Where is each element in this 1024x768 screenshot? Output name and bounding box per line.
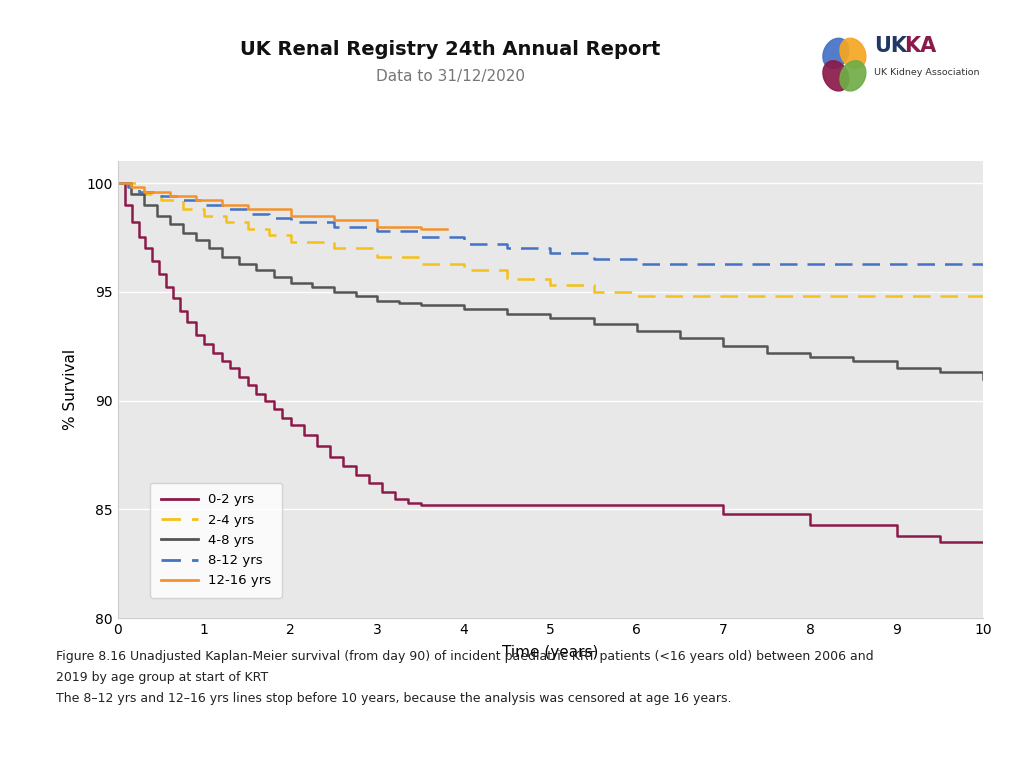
Ellipse shape	[840, 61, 866, 91]
Text: UK Kidney Association: UK Kidney Association	[873, 68, 979, 77]
Text: Figure 8.16 Unadjusted Kaplan-Meier survival (from day 90) of incident paediatri: Figure 8.16 Unadjusted Kaplan-Meier surv…	[56, 650, 873, 663]
Y-axis label: % Survival: % Survival	[63, 349, 78, 430]
Ellipse shape	[823, 61, 849, 91]
Text: UK Renal Registry 24th Annual Report: UK Renal Registry 24th Annual Report	[241, 41, 660, 59]
Ellipse shape	[840, 38, 866, 68]
X-axis label: Time (years): Time (years)	[502, 645, 599, 660]
Legend: 0-2 yrs, 2-4 yrs, 4-8 yrs, 8-12 yrs, 12-16 yrs: 0-2 yrs, 2-4 yrs, 4-8 yrs, 8-12 yrs, 12-…	[151, 483, 282, 598]
Text: Data to 31/12/2020: Data to 31/12/2020	[376, 69, 525, 84]
Text: The 8–12 yrs and 12–16 yrs lines stop before 10 years, because the analysis was : The 8–12 yrs and 12–16 yrs lines stop be…	[56, 692, 732, 704]
Text: UK: UK	[873, 36, 907, 57]
Text: KA: KA	[904, 36, 936, 57]
Ellipse shape	[823, 38, 849, 68]
Text: 2019 by age group at start of KRT: 2019 by age group at start of KRT	[56, 671, 268, 684]
